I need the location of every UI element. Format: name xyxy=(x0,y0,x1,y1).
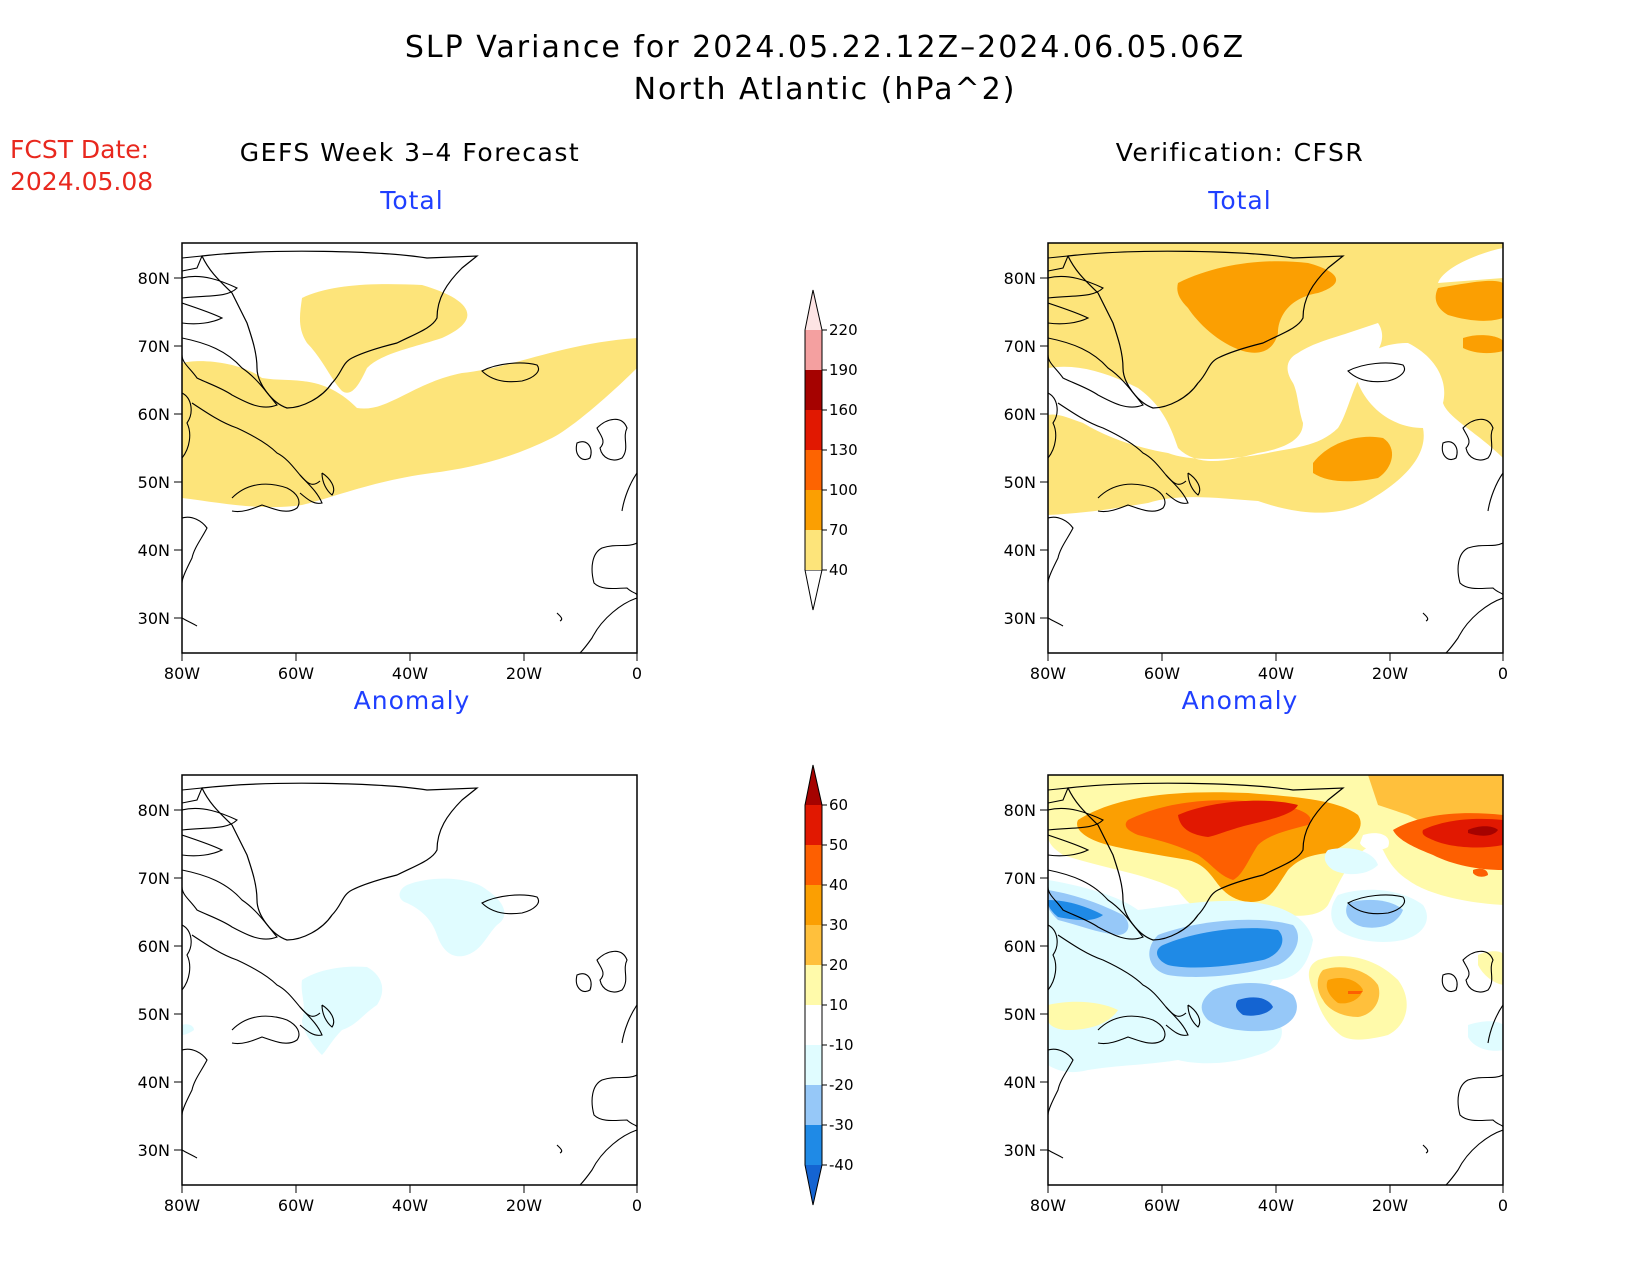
forecast-total-lat-label: 60N xyxy=(138,405,170,424)
fcst-date-value: 2024.05.08 xyxy=(10,167,154,196)
total-colorbar-segment xyxy=(805,450,822,490)
anomaly-colorbar-segment xyxy=(805,925,822,965)
anomaly-colorbar-label: 20 xyxy=(829,956,848,974)
total-colorbar-segment xyxy=(805,370,822,410)
anomaly-colorbar-label: 40 xyxy=(829,876,848,894)
forecast-total-lon-label: 20W xyxy=(506,664,542,683)
total-colorbar-label: 220 xyxy=(829,321,858,339)
forecast-total-lat-label: 50N xyxy=(138,473,170,492)
forecast-anomaly-lat-label: 70N xyxy=(138,869,170,888)
verification-anomaly-lon-label: 80W xyxy=(1030,1196,1066,1215)
anomaly-colorbar-segment xyxy=(805,845,822,885)
anomaly-colorbar: -40 -30 -20 -10 10 20 30 40 50 60 xyxy=(804,764,854,1206)
anomaly-colorbar-upper-tail xyxy=(805,765,822,805)
forecast-total-lat-label: 80N xyxy=(138,269,170,288)
verification-anomaly-map xyxy=(1039,774,1504,1194)
forecast-total-lon-label: 60W xyxy=(278,664,314,683)
forecast-anomaly-lat-label: 50N xyxy=(138,1005,170,1024)
anomaly-colorbar-label: -20 xyxy=(829,1076,854,1094)
total-colorbar-label: 130 xyxy=(829,441,858,459)
verification-anomaly-lat-label: 40N xyxy=(1004,1073,1036,1092)
forecast-anomaly-label: Anomaly xyxy=(353,686,471,715)
total-colorbar-label: 190 xyxy=(829,361,858,379)
right-column-title: Verification: CFSR xyxy=(1115,138,1365,167)
verification-anomaly-lat-label: 30N xyxy=(1004,1141,1036,1160)
anomaly-colorbar-lower-tail xyxy=(805,1165,822,1205)
fcst-date-label: FCST Date: xyxy=(10,135,150,164)
forecast-total-lon-label: 0 xyxy=(632,664,642,683)
forecast-anomaly-lat-label: 80N xyxy=(138,801,170,820)
anomaly-colorbar-label: -30 xyxy=(829,1116,854,1134)
anomaly-colorbar-segment xyxy=(805,1005,822,1045)
anomaly-colorbar-label: -10 xyxy=(829,1036,854,1054)
verification-total-lon-label: 0 xyxy=(1498,664,1508,683)
total-colorbar: 40 70 100 130 160 190 220 xyxy=(804,289,858,611)
verification-total-map xyxy=(1039,242,1504,662)
total-colorbar-label: 70 xyxy=(829,521,848,539)
forecast-anomaly-lon-label: 20W xyxy=(506,1196,542,1215)
verification-anomaly-lon-label: 20W xyxy=(1372,1196,1408,1215)
verification-anomaly-lon-label: 0 xyxy=(1498,1196,1508,1215)
anomaly-colorbar-label: 10 xyxy=(829,996,848,1014)
forecast-total-lat-label: 40N xyxy=(138,541,170,560)
verification-total-lat-label: 60N xyxy=(1004,405,1036,424)
verification-total-lat-label: 40N xyxy=(1004,541,1036,560)
verification-anomaly-lon-label: 40W xyxy=(1258,1196,1294,1215)
verification-total-lat-label: 80N xyxy=(1004,269,1036,288)
forecast-total-lat-label: 30N xyxy=(138,609,170,628)
total-colorbar-segment xyxy=(805,330,822,370)
verification-total-lat-label: 30N xyxy=(1004,609,1036,628)
forecast-anomaly-lon-label: 80W xyxy=(164,1196,200,1215)
verification-anomaly-lat-label: 80N xyxy=(1004,801,1036,820)
total-colorbar-label: 100 xyxy=(829,481,858,499)
left-column-title: GEFS Week 3–4 Forecast xyxy=(239,138,581,167)
anomaly-colorbar-segment xyxy=(805,1125,822,1165)
forecast-anomaly-map xyxy=(173,774,638,1194)
forecast-total-lat-label: 70N xyxy=(138,337,170,356)
forecast-total-lon-label: 80W xyxy=(164,664,200,683)
verification-total-lon-label: 60W xyxy=(1144,664,1180,683)
verification-anomaly-lon-label: 60W xyxy=(1144,1196,1180,1215)
anomaly-colorbar-label: 50 xyxy=(829,836,848,854)
anomaly-colorbar-segment xyxy=(805,1085,822,1125)
verification-anomaly-lat-label: 60N xyxy=(1004,937,1036,956)
verification-total-lat-label: 50N xyxy=(1004,473,1036,492)
forecast-total-map xyxy=(173,242,638,662)
forecast-anomaly-lon-label: 60W xyxy=(278,1196,314,1215)
anomaly-colorbar-label: -40 xyxy=(829,1156,854,1174)
forecast-total-label: Total xyxy=(380,186,444,215)
total-colorbar-upper-tail xyxy=(805,290,822,330)
forecast-anomaly-lon-label: 0 xyxy=(632,1196,642,1215)
forecast-anomaly-lat-label: 30N xyxy=(138,1141,170,1160)
total-colorbar-lower-tail xyxy=(804,569,823,611)
verification-anomaly-lat-label: 70N xyxy=(1004,869,1036,888)
verification-anomaly-lat-label: 50N xyxy=(1004,1005,1036,1024)
anomaly-colorbar-segment xyxy=(805,805,822,845)
anomaly-colorbar-label: 30 xyxy=(829,916,848,934)
figure-title-line1: SLP Variance for 2024.05.22.12Z–2024.06.… xyxy=(404,30,1246,65)
anomaly-colorbar-segment xyxy=(805,885,822,925)
verification-total-label: Total xyxy=(1208,186,1272,215)
verification-total-lat-label: 70N xyxy=(1004,337,1036,356)
anomaly-colorbar-segment xyxy=(805,965,822,1005)
forecast-anomaly-lon-label: 40W xyxy=(392,1196,428,1215)
forecast-anomaly-lat-label: 40N xyxy=(138,1073,170,1092)
verification-total-lon-label: 20W xyxy=(1372,664,1408,683)
verification-total-lon-label: 40W xyxy=(1258,664,1294,683)
forecast-anomaly-lat-label: 60N xyxy=(138,937,170,956)
total-colorbar-label: 160 xyxy=(829,401,858,419)
verification-total-lon-label: 80W xyxy=(1030,664,1066,683)
total-colorbar-segment xyxy=(805,490,822,530)
total-colorbar-segment xyxy=(805,410,822,450)
verification-anomaly-label: Anomaly xyxy=(1181,686,1299,715)
anomaly-colorbar-label: 60 xyxy=(829,796,848,814)
forecast-total-lon-label: 40W xyxy=(392,664,428,683)
total-colorbar-label: 40 xyxy=(829,561,848,579)
figure-title-line2: North Atlantic (hPa^2) xyxy=(633,72,1017,107)
total-colorbar-segment xyxy=(805,530,822,570)
anomaly-colorbar-segment xyxy=(805,1045,822,1085)
